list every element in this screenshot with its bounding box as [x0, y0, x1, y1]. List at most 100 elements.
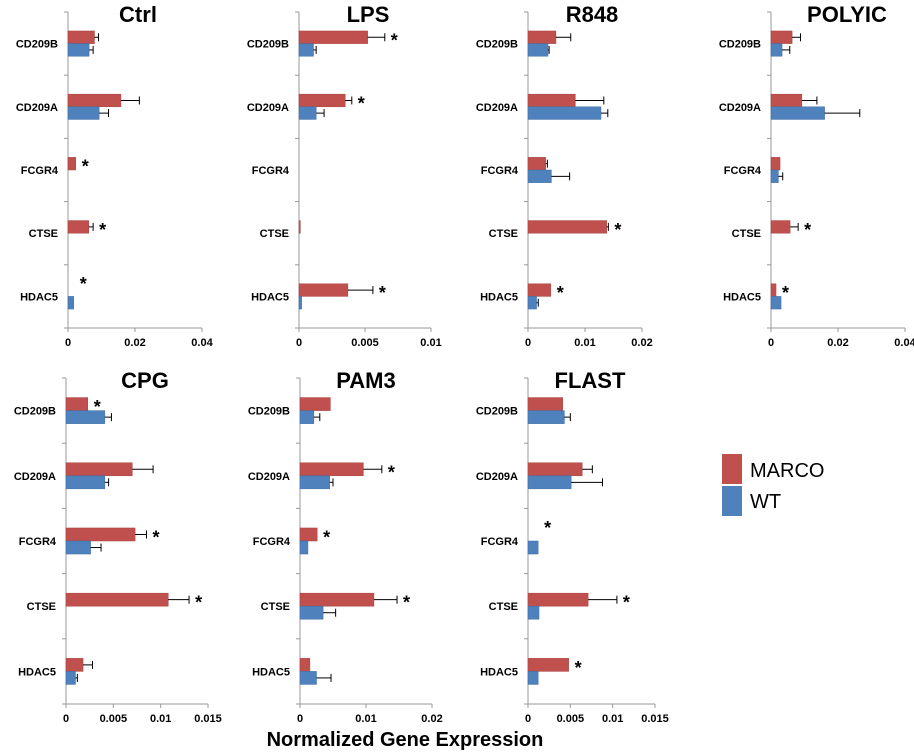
x-tick-label: 0.01: [602, 713, 623, 725]
bar-marco-ctse: [527, 220, 607, 234]
bar-wt-cd209a: [299, 475, 330, 490]
panel-title: R848: [566, 2, 619, 27]
significance-star: *: [403, 593, 410, 613]
x-tick-label: 0: [768, 337, 774, 349]
significance-star: *: [804, 220, 811, 240]
category-label: FCGR4: [481, 536, 519, 548]
panel-pam3: PAM3 0 0.01 0.02 CD209B CD209A * FCGR4 * CTSE * HDA…: [248, 368, 443, 725]
category-label: FCGR4: [253, 536, 291, 548]
x-tick-label: 0.01: [355, 713, 376, 725]
significance-star: *: [614, 220, 621, 240]
x-tick-label: 0.01: [420, 337, 441, 349]
category-label: CD209A: [476, 471, 518, 483]
bar-marco-hdac5: [65, 658, 84, 672]
category-label: CD209B: [16, 39, 58, 51]
category-label: HDAC5: [480, 666, 518, 678]
bar-marco-hdac5: [298, 283, 349, 297]
significance-star: *: [358, 93, 365, 113]
legend-label-wt: WT: [750, 491, 781, 513]
bar-marco-fcgr4: [299, 527, 318, 542]
significance-star: *: [82, 157, 89, 177]
bar-marco-hdac5: [527, 658, 569, 672]
category-label: CTSE: [489, 601, 518, 613]
x-tick-label: 0.02: [631, 337, 652, 349]
bar-marco-fcgr4: [65, 527, 136, 542]
x-tick-label: 0.005: [100, 713, 128, 725]
category-label: CTSE: [27, 601, 56, 613]
category-label: CD209A: [248, 471, 290, 483]
bar-marco-fcgr4: [527, 157, 546, 171]
category-label: HDAC5: [20, 291, 58, 303]
bar-wt-fcgr4: [65, 540, 91, 555]
bar-wt-cd209b: [67, 43, 90, 57]
category-label: CD209B: [719, 39, 761, 51]
panel-ctrl: Ctrl 0 0.02 0.04 CD209B CD209A FCGR4 * CTSE * HDAC…: [16, 2, 214, 349]
bar-marco-hdac5: [299, 658, 311, 672]
x-tick-label: 0: [525, 337, 531, 349]
legend-label-marco: MARCO: [750, 460, 824, 482]
bar-marco-fcgr4: [770, 157, 781, 171]
bar-wt-cd209b: [298, 43, 314, 57]
category-label: FCGR4: [21, 165, 59, 177]
significance-star: *: [557, 283, 564, 303]
x-tick-label: 0: [297, 713, 303, 725]
bar-marco-ctse: [527, 592, 589, 607]
bar-marco-cd209b: [67, 30, 95, 44]
bar-wt-fcgr4: [770, 169, 779, 183]
bar-wt-ctse: [527, 605, 540, 620]
bar-marco-cd209a: [527, 93, 576, 108]
category-label: FCGR4: [252, 165, 290, 177]
category-label: CTSE: [29, 228, 58, 240]
bar-wt-cd209b: [527, 410, 565, 424]
bar-wt-cd209a: [67, 106, 100, 120]
legend-swatch-wt: [722, 486, 742, 516]
bar-marco-hdac5: [770, 283, 777, 297]
bar-wt-cd209a: [298, 106, 317, 120]
bar-marco-ctse: [299, 592, 375, 607]
category-label: FCGR4: [19, 536, 57, 548]
panel-title: CPG: [121, 368, 169, 393]
category-label: CD209A: [247, 102, 289, 114]
category-label: FCGR4: [481, 165, 519, 177]
bar-marco-cd209b: [299, 397, 331, 411]
x-tick-label: 0.04: [191, 337, 213, 349]
significance-star: *: [80, 274, 87, 294]
category-label: CD209A: [476, 102, 518, 114]
panel-flast: FLAST 0 0.005 0.01 0.015 CD209B CD209A FCGR4 * CT…: [476, 368, 669, 725]
bar-marco-hdac5: [527, 283, 552, 297]
panel-polyic: POLYIC 0 0.02 0.04 CD209B CD209A FCGR4 CTSE * HDA…: [719, 2, 914, 349]
bar-marco-cd209a: [67, 93, 122, 108]
category-label: HDAC5: [251, 291, 289, 303]
category-label: HDAC5: [252, 666, 290, 678]
x-tick-label: 0: [65, 337, 71, 349]
panel-title: FLAST: [555, 368, 626, 393]
legend: MARCO WT: [722, 454, 824, 516]
bar-wt-cd209a: [770, 106, 825, 120]
panels: Ctrl 0 0.02 0.04 CD209B CD209A FCGR4 * CTSE * HDAC…: [14, 2, 914, 725]
category-label: CTSE: [261, 601, 290, 613]
panel-r848: R848 0 0.01 0.02 CD209B CD209A FCGR4 CTSE * HDAC5…: [476, 2, 653, 349]
bar-wt-hdac5: [299, 671, 317, 685]
category-label: CD209B: [248, 406, 290, 418]
x-tick-label: 0.02: [827, 337, 848, 349]
bar-marco-fcgr4: [67, 157, 76, 171]
significance-star: *: [623, 593, 630, 613]
x-tick-label: 0: [525, 713, 531, 725]
bar-wt-fcgr4: [299, 540, 309, 555]
bar-wt-fcgr4: [527, 169, 552, 183]
bar-marco-cd209b: [298, 30, 368, 44]
significance-star: *: [391, 30, 398, 50]
legend-swatch-marco: [722, 454, 742, 484]
panel-lps: LPS 0 0.005 0.01 CD209B * CD209A * FCGR4 CTSE HDAC…: [247, 2, 442, 349]
significance-star: *: [379, 283, 386, 303]
bar-wt-hdac5: [65, 671, 76, 685]
panel-title: LPS: [347, 2, 390, 27]
x-axis-title: Normalized Gene Expression: [267, 729, 544, 751]
x-tick-label: 0.04: [894, 337, 914, 349]
bar-marco-cd209b: [527, 397, 563, 411]
bar-wt-cd209a: [527, 106, 602, 120]
panel-title: PAM3: [336, 368, 396, 393]
bar-wt-hdac5: [298, 296, 302, 310]
bar-marco-ctse: [770, 220, 791, 234]
